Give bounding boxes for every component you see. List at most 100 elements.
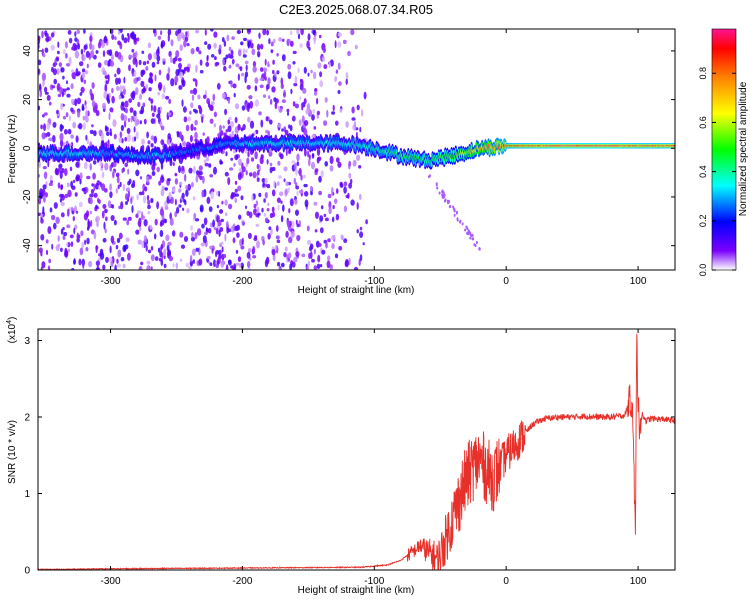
spectrogram-cell: [334, 198, 338, 204]
spectrogram-cell: [296, 234, 301, 242]
spectrogram-cell: [177, 57, 182, 62]
spectrogram-cell: [160, 189, 165, 197]
spectrogram-cell: [288, 236, 293, 244]
spectrogram-cell: [226, 227, 230, 234]
spectrogram-cell: [98, 129, 103, 135]
spectrogram-cell: [287, 63, 292, 70]
spectrogram-cell: [185, 66, 190, 71]
spectrogram-cell: [350, 178, 353, 185]
spectrogram-cell: [107, 200, 112, 209]
spectrogram-cell: [194, 232, 198, 240]
spectrogram-cell: [297, 33, 301, 40]
spectrogram-cell: [116, 237, 121, 244]
spectrogram-cell: [85, 116, 89, 123]
spectrogram-cell: [256, 43, 261, 51]
spectrogram-cell: [167, 67, 171, 74]
spectrogram-cell: [126, 252, 131, 261]
spectrogram-cell: [311, 114, 315, 121]
spectrogram-cell: [224, 233, 227, 242]
spectrogram-cell: [74, 98, 78, 107]
spectrogram-cell: [178, 62, 182, 69]
spectrogram-cell: [66, 182, 70, 188]
spectrogram-cell: [189, 110, 192, 115]
spectrogram-cell: [343, 186, 347, 194]
spectrogram-cell: [478, 247, 481, 251]
spectrogram-cell: [263, 212, 266, 217]
spectrogram-cell: [221, 246, 224, 253]
spectrogram-cell: [191, 232, 194, 238]
spectrogram-cell: [281, 54, 286, 62]
spectrogram-cell: [76, 29, 80, 34]
spectrogram-cell: [173, 185, 176, 194]
spectrogram-cell: [110, 215, 115, 221]
spectrogram-cell: [43, 112, 48, 116]
spectrogram-cell: [62, 115, 67, 120]
colorbar-tick-label: 0.6: [698, 116, 708, 129]
spectrogram-cell: [312, 71, 317, 80]
spectrogram-cell: [160, 125, 165, 131]
spectrogram-cell: [185, 185, 189, 190]
spectrogram-cell: [187, 116, 192, 122]
spectrogram-cell: [262, 94, 267, 98]
spectrogram-cell: [206, 136, 210, 144]
spectrogram-cell: [135, 213, 139, 219]
spectrogram-cell: [69, 115, 71, 122]
spectrogram-cell: [241, 166, 246, 173]
spectrogram-cell: [292, 101, 296, 107]
figure-title: C2E3.2025.068.07.34.R05: [279, 2, 433, 17]
spectrogram-cell: [151, 112, 155, 118]
spectrogram-cell: [261, 178, 266, 183]
spectrogram-cell: [227, 177, 231, 186]
spectrogram-cell: [226, 34, 230, 42]
spectrogram-cell: [56, 109, 59, 115]
spectrogram-cell: [205, 61, 210, 67]
snr-frame: [37, 328, 676, 571]
snr-y-tick-label: 2: [24, 412, 30, 423]
spectrogram-cell: [265, 129, 269, 134]
colorbar-gradient: [712, 29, 736, 270]
spectrogram-cell: [464, 228, 467, 232]
spectrogram-cell: [228, 46, 232, 52]
spectrogram-cell: [246, 104, 250, 112]
spectrogram-cell: [348, 172, 352, 179]
spectrogram-cell: [247, 151, 250, 158]
spectrogram-cell: [229, 167, 234, 171]
spectrogram-cell: [265, 116, 269, 122]
spectrogram-cell: [291, 115, 296, 122]
spectrogram-cell: [178, 85, 183, 90]
spectrogram-cell: [340, 234, 344, 240]
spectrogram-cell: [117, 40, 121, 46]
spectrogram-cell: [136, 37, 140, 42]
spectrogram-cell: [75, 135, 79, 143]
spectrogram-cell: [213, 166, 217, 175]
spectrogram-cell: [70, 107, 74, 112]
spectrogram-cell: [206, 98, 211, 105]
snr-y-tick-label: 1: [24, 489, 30, 500]
spectrogram-cell: [201, 190, 205, 198]
spectrogram-cell: [53, 202, 58, 209]
spectrogram-cell: [102, 102, 107, 110]
spectrogram-cell: [154, 218, 158, 226]
spectrogram-cell: [90, 188, 95, 195]
spectrogram-cell: [195, 46, 200, 52]
spectrogram-cell: [145, 244, 148, 252]
spectrogram-cell: [211, 248, 214, 254]
spectrogram-cell: [254, 77, 259, 84]
spectrogram-cell: [285, 181, 289, 186]
spectrogram-cell: [165, 95, 170, 100]
spectrogram-cell: [170, 39, 174, 47]
spectrogram-cell: [201, 116, 204, 124]
spectrogram-cell: [47, 265, 51, 270]
spectrogram-cell: [274, 98, 279, 104]
spectrogram-cell: [168, 98, 172, 104]
spectrogram-cell: [53, 78, 57, 85]
spectrogram-cell: [233, 163, 236, 167]
spectrogram-cell: [280, 200, 283, 204]
spectrogram-cell: [234, 225, 239, 232]
colorbar-frame: [711, 28, 737, 271]
spectrogram-cell: [245, 64, 248, 72]
spectrogram-cell: [286, 219, 290, 228]
spectrogram-cell: [342, 39, 347, 45]
spectrogram-cell: [300, 174, 303, 181]
spectrogram-cell: [438, 191, 441, 195]
